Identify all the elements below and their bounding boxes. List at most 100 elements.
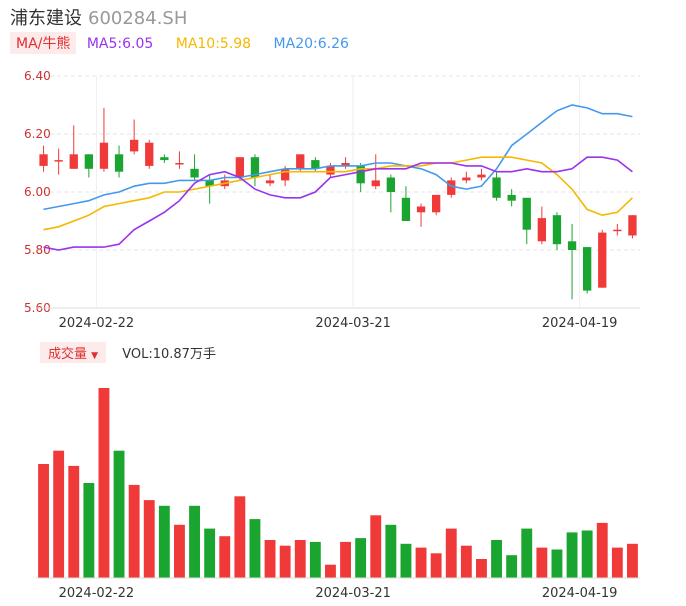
volume-bar	[143, 500, 155, 578]
ma10-label: MA10:5.98	[175, 36, 252, 52]
volume-bar	[158, 505, 170, 578]
candle-body	[190, 168, 199, 178]
candle	[129, 119, 139, 155]
candle	[447, 177, 456, 198]
price-tick-label: 6.40	[24, 69, 51, 83]
candle	[477, 168, 486, 181]
candle-body	[522, 197, 531, 230]
candle	[552, 212, 562, 250]
date-label-price: 2024-02-22	[59, 316, 135, 331]
candle-body	[235, 157, 245, 178]
candle	[492, 171, 501, 201]
candle-body	[341, 163, 350, 166]
date-label-price: 2024-04-19	[542, 316, 618, 331]
candle	[205, 174, 214, 204]
candle-body	[507, 194, 516, 201]
candle	[371, 154, 380, 190]
volume-bar	[189, 505, 200, 578]
candle-body	[99, 142, 109, 169]
date-label-volume: 2024-03-21	[315, 586, 391, 601]
candle-body	[114, 154, 124, 172]
volume-bar	[340, 541, 351, 578]
price-tick-label: 6.20	[24, 127, 51, 141]
price-tick-label: 5.80	[24, 243, 51, 257]
candle	[537, 206, 547, 245]
candle-body	[296, 154, 305, 169]
volume-bar	[219, 536, 231, 578]
candle	[401, 186, 411, 221]
candle	[386, 174, 396, 213]
volume-bar	[385, 524, 397, 578]
volume-bar	[445, 528, 457, 578]
volume-bar	[83, 483, 95, 578]
date-label-price: 2024-03-21	[315, 316, 391, 331]
volume-bar	[521, 528, 533, 578]
volume-bar	[38, 464, 49, 578]
volume-legend: 成交量 ▼ VOL:10.87万手	[40, 342, 216, 363]
volume-bar	[596, 522, 608, 578]
volume-bar	[234, 496, 246, 578]
volume-bar	[551, 549, 563, 578]
volume-bar	[279, 545, 291, 578]
volume-bar	[294, 540, 306, 578]
volume-bar	[325, 564, 336, 578]
stock-name: 浦东建设	[10, 8, 82, 29]
volume-toggle-button[interactable]: 成交量 ▼	[40, 342, 107, 363]
ma10-line	[43, 156, 633, 231]
candle	[341, 157, 350, 169]
candle-body	[356, 165, 365, 184]
candle	[265, 174, 275, 187]
stock-title: 浦东建设 600284.SH	[10, 4, 187, 30]
candle-body	[537, 218, 547, 242]
volume-bar	[264, 540, 276, 578]
candle	[507, 189, 516, 207]
candle	[250, 154, 260, 187]
date-label-volume: 2024-02-22	[59, 586, 135, 601]
candle-body	[250, 157, 260, 178]
candle	[582, 247, 592, 294]
volume-bar	[113, 450, 125, 578]
volume-bar	[53, 450, 65, 578]
candle	[54, 148, 63, 175]
volume-button-label: 成交量	[48, 347, 88, 362]
date-label-volume: 2024-04-19	[542, 586, 618, 601]
candle	[416, 203, 426, 227]
candle-body	[582, 247, 592, 291]
volume-bar	[174, 524, 185, 578]
volume-bar	[249, 519, 261, 578]
volume-bar	[566, 532, 578, 578]
volume-bar	[611, 547, 623, 578]
volume-bar	[355, 538, 367, 578]
volume-bar	[400, 543, 412, 578]
ma5-label: MA5:6.05	[86, 36, 154, 52]
ma-toggle-button[interactable]: MA/牛熊	[10, 32, 77, 54]
candle	[84, 154, 94, 178]
candle-body	[175, 163, 184, 165]
candle-body	[628, 215, 637, 236]
candle	[145, 139, 154, 169]
candle	[99, 107, 109, 172]
candle-body	[567, 241, 577, 250]
volume-bar	[476, 559, 487, 578]
ma5-line	[43, 156, 633, 251]
candle-body	[311, 160, 320, 169]
ma20-line	[43, 104, 633, 211]
candle	[175, 151, 184, 169]
volume-bar	[204, 528, 216, 578]
volume-bar	[98, 388, 110, 578]
volume-bar	[536, 547, 548, 578]
volume-bar	[506, 555, 518, 578]
volume-bar	[581, 530, 593, 578]
candle	[567, 223, 577, 300]
candle	[462, 171, 471, 184]
candle-body	[160, 157, 169, 161]
candle-body	[265, 180, 275, 184]
candle-body	[39, 154, 48, 166]
volume-value: VOL:10.87万手	[122, 347, 216, 362]
ma20-label: MA20:6.26	[273, 36, 349, 52]
candle	[69, 125, 78, 169]
candle-body	[598, 232, 607, 288]
candle-body	[401, 197, 411, 221]
candle-body	[371, 180, 380, 187]
